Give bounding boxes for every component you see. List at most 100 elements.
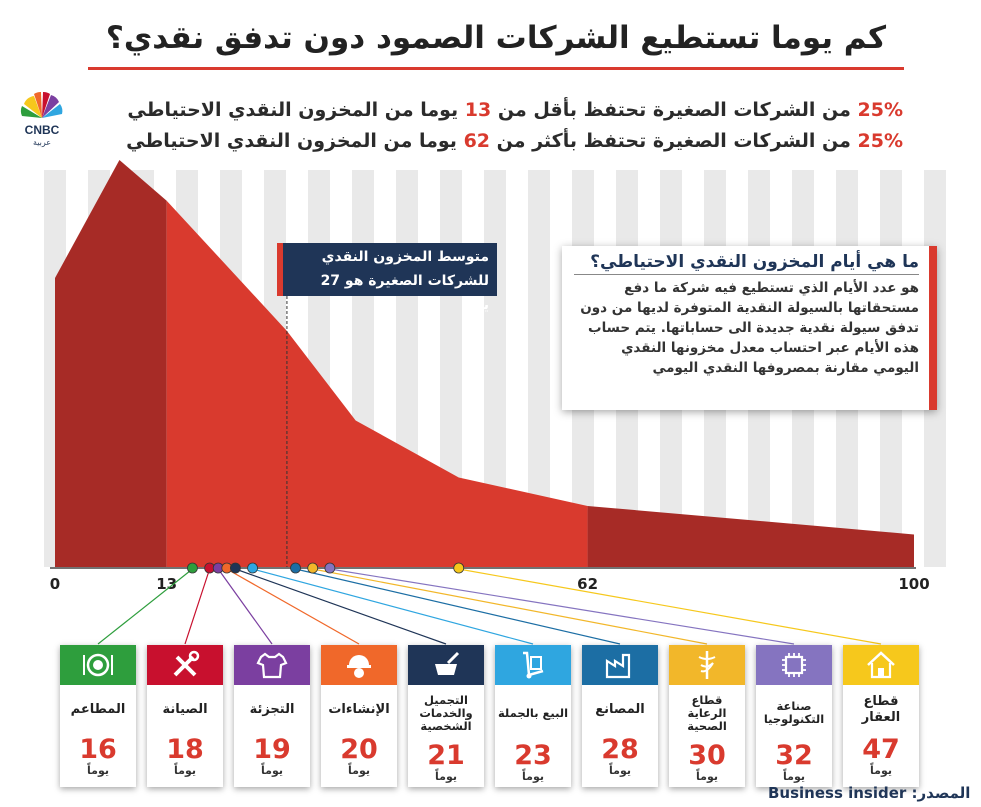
stripe (528, 170, 550, 567)
sector-card: المصانع 28 يوماً (582, 645, 658, 787)
card-icon-bar (234, 645, 310, 685)
sector-card: المطاعم 16 يوماً (60, 645, 136, 787)
card-days-unit: يوماً (870, 764, 892, 777)
card-days-value: 20 (340, 734, 378, 765)
sector-card: التجزئة 19 يوماً (234, 645, 310, 787)
sector-dots (187, 562, 465, 574)
stat-1-text-before: من الشركات الصغيرة تحتفظ بأقل من (491, 99, 858, 121)
card-days-value: 19 (253, 734, 291, 765)
page-title: كم يوما تستطيع الشركات الصمود دون تدفق ن… (105, 20, 887, 56)
sector-card: قطاع العقار 47 يوماً (843, 645, 919, 787)
card-days-unit: يوماً (261, 764, 283, 777)
callout-line-1: متوسط المخزون النقدي (321, 249, 489, 265)
card-days-value: 32 (775, 740, 813, 771)
connector-line (295, 568, 621, 645)
card-days-value: 47 (862, 734, 900, 765)
callout-line-2: للشركات الصغيرة هو 27 يوما (320, 273, 489, 313)
x-tick-label: 0 (50, 575, 60, 593)
caduceus-icon (698, 651, 716, 679)
sector-dot (324, 562, 336, 574)
card-days-unit: يوماً (174, 764, 196, 777)
mortar-pestle-icon (435, 651, 460, 675)
sector-dot (247, 562, 258, 574)
sector-dot (229, 562, 241, 574)
shirt-icon (256, 652, 288, 679)
definition-body: هو عدد الأيام الذي تستطيع فيه شركة ما دف… (580, 280, 919, 376)
connector-line (458, 568, 882, 645)
card-icon-bar (495, 645, 571, 685)
card-days-value: 21 (427, 740, 465, 771)
connector-line (329, 568, 795, 645)
card-sector-name: المصانع (595, 702, 645, 717)
house-icon (867, 651, 895, 679)
card-days-value: 18 (166, 734, 204, 765)
stat-1-number: 13 (464, 99, 492, 121)
connector-line (226, 568, 360, 645)
median-callout: متوسط المخزون النقدي للشركات الصغيرة هو … (277, 243, 497, 313)
peacock-icon: CNBC عربية (20, 91, 63, 147)
sector-dot (290, 562, 301, 574)
stat-1-text-after: يوما من المخزون النقدي الاحتياطي (127, 99, 465, 121)
sector-card: صناعة التكنولوجيا 32 يوماً (756, 645, 832, 787)
connector-line (217, 568, 273, 645)
x-axis-ticks: 0 13 62 100 (50, 575, 930, 593)
sector-card: الإنشاءات 20 يوماً (321, 645, 397, 787)
x-tick-label: 100 (898, 575, 929, 593)
card-days-unit: يوماً (609, 764, 631, 777)
stat-2-text-after: يوما من المخزون النقدي الاحتياطي (126, 130, 464, 152)
area-upper-quartile (587, 505, 914, 567)
card-sector-name: البيع بالجملة (497, 705, 569, 720)
stat-line-1: 25% من الشركات الصغيرة تحتفظ بأقل من 13 … (127, 99, 903, 121)
source-credit: المصدر: Business insider (768, 784, 971, 802)
sector-dot (307, 562, 319, 574)
card-days-unit: يوماً (348, 764, 370, 777)
logo-text: CNBC (25, 123, 60, 137)
card-sector-name: صناعة التكنولوجيا (763, 699, 825, 726)
factory-icon (605, 653, 631, 679)
connector-line (235, 568, 447, 645)
card-days-unit: يوماً (87, 764, 109, 777)
stat-2-text-before: من الشركات الصغيرة تحتفظ بأكثر من (490, 130, 858, 152)
card-days-unit: يوماً (696, 770, 718, 783)
card-icon-bar (582, 645, 658, 685)
card-sector-name: قطاع العقار (861, 694, 901, 725)
sector-connectors (97, 568, 882, 645)
sector-card: قطاع الرعاية الصحية 30 يوماً (669, 645, 745, 787)
microchip-icon (782, 653, 806, 677)
plate-cutlery-icon (83, 653, 113, 677)
hand-truck-icon (523, 651, 544, 679)
chart-areas (55, 160, 914, 567)
worker-helmet-icon (347, 655, 371, 678)
sector-dot (187, 562, 198, 574)
card-days-value: 28 (601, 734, 639, 765)
card-icon-bar (60, 645, 136, 685)
card-days-value: 16 (79, 734, 117, 765)
x-tick-label: 62 (577, 575, 598, 593)
stat-1-percent: 25% (857, 99, 903, 121)
card-sector-name: الإنشاءات (328, 702, 390, 717)
sector-card: البيع بالجملة 23 يوماً (495, 645, 571, 787)
area-middle-range (166, 200, 588, 567)
card-sector-name: الصيانة (162, 702, 208, 717)
sector-card: التجميل والخدمات الشخصية 21 يوماً (408, 645, 484, 787)
card-days-unit: يوماً (435, 770, 457, 783)
stat-2-percent: 25% (857, 130, 903, 152)
card-days-unit: يوماً (522, 770, 544, 783)
sector-card: الصيانة 18 يوماً (147, 645, 223, 787)
card-sector-name: التجزئة (249, 702, 295, 717)
connector-line (97, 568, 193, 645)
card-icon-bar (843, 645, 919, 685)
stat-line-2: 25% من الشركات الصغيرة تحتفظ بأكثر من 62… (126, 130, 903, 152)
definition-box: ما هي أيام المخزون النقدي الاحتياطي؟ هو … (562, 246, 937, 410)
card-sector-name: التجميل والخدمات الشخصية (419, 692, 473, 733)
stat-2-number: 62 (463, 130, 491, 152)
card-icon-bar (669, 645, 745, 685)
definition-heading: ما هي أيام المخزون النقدي الاحتياطي؟ (574, 252, 919, 275)
connector-line (252, 568, 534, 645)
connector-line (312, 568, 708, 645)
cnbc-logo: CNBC عربية (14, 88, 70, 148)
card-icon-bar (408, 645, 484, 685)
card-icon-bar (756, 645, 832, 685)
logo-subtext: عربية (33, 138, 51, 147)
